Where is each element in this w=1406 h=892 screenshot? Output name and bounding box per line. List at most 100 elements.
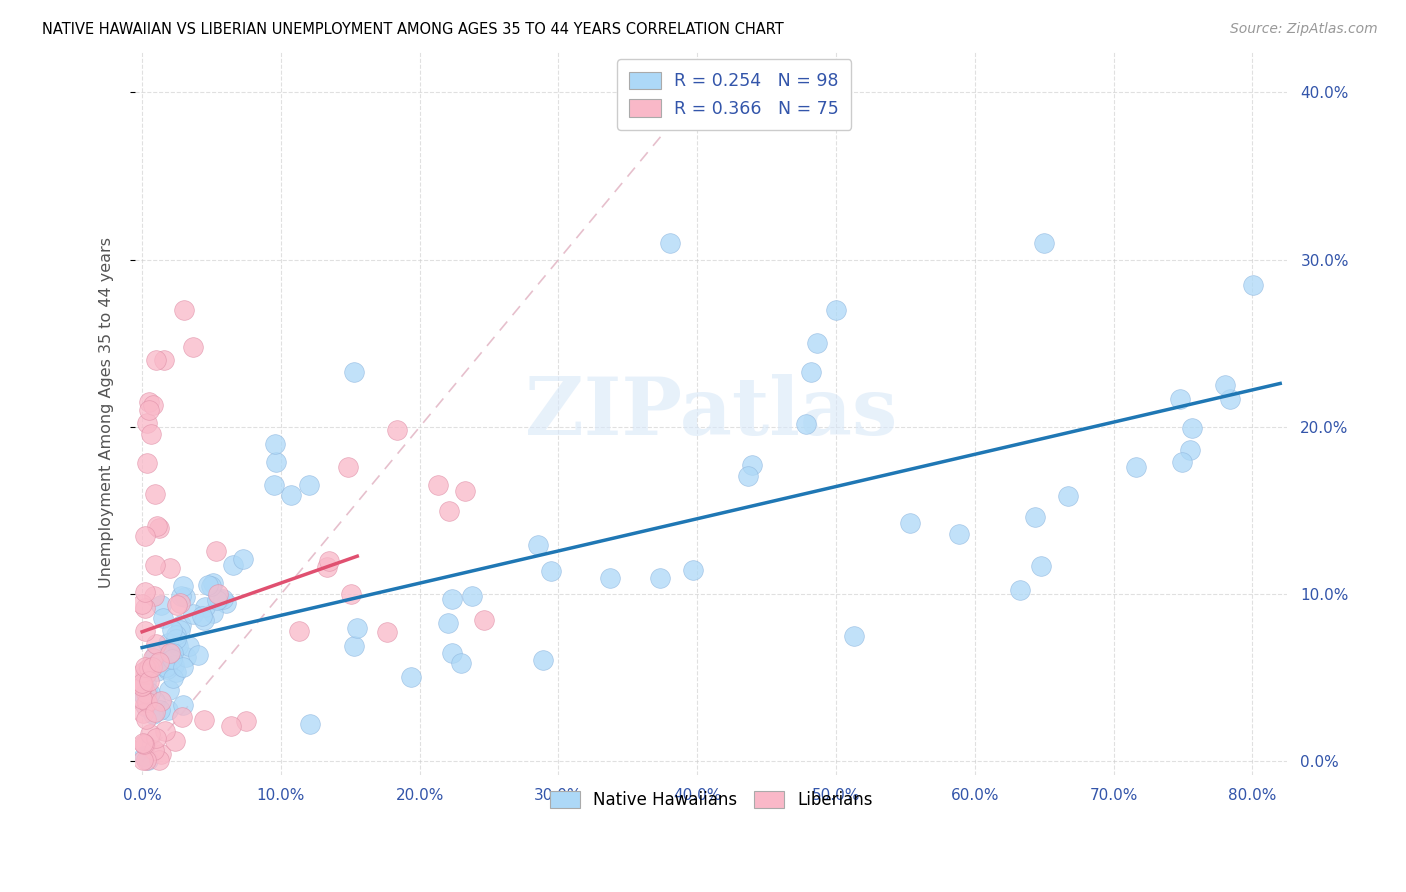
Point: [297, 477, 319, 491]
Point: [155, 660, 177, 674]
Point: [157, 682, 180, 697]
Point: [346, 621, 368, 635]
Point: [142, 706, 165, 721]
Point: [162, 672, 184, 686]
Point: [264, 436, 287, 450]
Point: [682, 564, 704, 578]
Point: [174, 650, 197, 665]
Point: [165, 665, 187, 679]
Point: [441, 646, 464, 660]
Point: [190, 608, 212, 623]
Point: [145, 637, 167, 651]
Point: [145, 731, 167, 746]
Point: [166, 598, 188, 612]
Point: [131, 679, 153, 693]
Point: [169, 618, 191, 632]
Point: [134, 585, 156, 599]
Point: [1180, 421, 1202, 435]
Point: [599, 571, 621, 585]
Point: [170, 709, 193, 723]
Point: [131, 691, 153, 706]
Point: [219, 719, 242, 733]
Point: [426, 478, 449, 492]
Point: [132, 753, 155, 767]
Point: [145, 353, 167, 368]
Y-axis label: Unemployment Among Ages 35 to 44 years: Unemployment Among Ages 35 to 44 years: [100, 237, 114, 588]
Point: [1241, 277, 1264, 292]
Point: [131, 679, 153, 693]
Point: [205, 592, 228, 607]
Point: [135, 683, 157, 698]
Point: [135, 699, 157, 714]
Point: [149, 703, 172, 717]
Point: [170, 590, 193, 604]
Point: [375, 625, 398, 640]
Point: [1219, 392, 1241, 406]
Point: [1170, 455, 1192, 469]
Point: [385, 423, 408, 437]
Point: [134, 529, 156, 543]
Point: [280, 488, 302, 502]
Point: [741, 458, 763, 472]
Point: [148, 753, 170, 767]
Point: [794, 417, 817, 431]
Point: [181, 607, 204, 621]
Point: [160, 623, 183, 637]
Point: [135, 753, 157, 767]
Point: [132, 748, 155, 763]
Point: [135, 667, 157, 681]
Point: [172, 579, 194, 593]
Point: [134, 624, 156, 638]
Point: [143, 706, 166, 720]
Point: [1010, 582, 1032, 597]
Legend: Native Hawaiians, Liberians: Native Hawaiians, Liberians: [541, 782, 882, 817]
Point: [142, 651, 165, 665]
Point: [842, 629, 865, 643]
Point: [134, 601, 156, 615]
Point: [1024, 509, 1046, 524]
Point: [263, 477, 285, 491]
Point: [454, 484, 477, 499]
Point: [450, 657, 472, 671]
Point: [1033, 235, 1056, 250]
Point: [948, 527, 970, 541]
Point: [142, 398, 165, 412]
Point: [460, 589, 482, 603]
Point: [138, 394, 160, 409]
Point: [135, 712, 157, 726]
Point: [898, 516, 921, 530]
Point: [187, 648, 209, 662]
Point: [207, 587, 229, 601]
Point: [134, 660, 156, 674]
Point: [134, 738, 156, 752]
Point: [472, 613, 495, 627]
Point: [156, 662, 179, 676]
Point: [132, 690, 155, 704]
Point: [150, 598, 173, 612]
Point: [401, 670, 423, 684]
Point: [131, 676, 153, 690]
Point: [235, 714, 257, 728]
Point: [152, 611, 174, 625]
Point: [136, 753, 159, 767]
Point: [166, 636, 188, 650]
Point: [540, 564, 562, 578]
Point: [138, 660, 160, 674]
Point: [1178, 442, 1201, 457]
Point: [201, 575, 224, 590]
Point: [138, 674, 160, 689]
Point: [132, 736, 155, 750]
Point: [143, 558, 166, 573]
Point: [150, 747, 173, 762]
Point: [318, 554, 340, 568]
Point: [202, 606, 225, 620]
Point: [143, 487, 166, 501]
Point: [165, 734, 187, 748]
Point: [132, 665, 155, 680]
Point: [343, 639, 366, 653]
Point: [181, 340, 204, 354]
Point: [315, 559, 337, 574]
Point: [143, 648, 166, 662]
Point: [167, 639, 190, 653]
Point: [200, 578, 222, 592]
